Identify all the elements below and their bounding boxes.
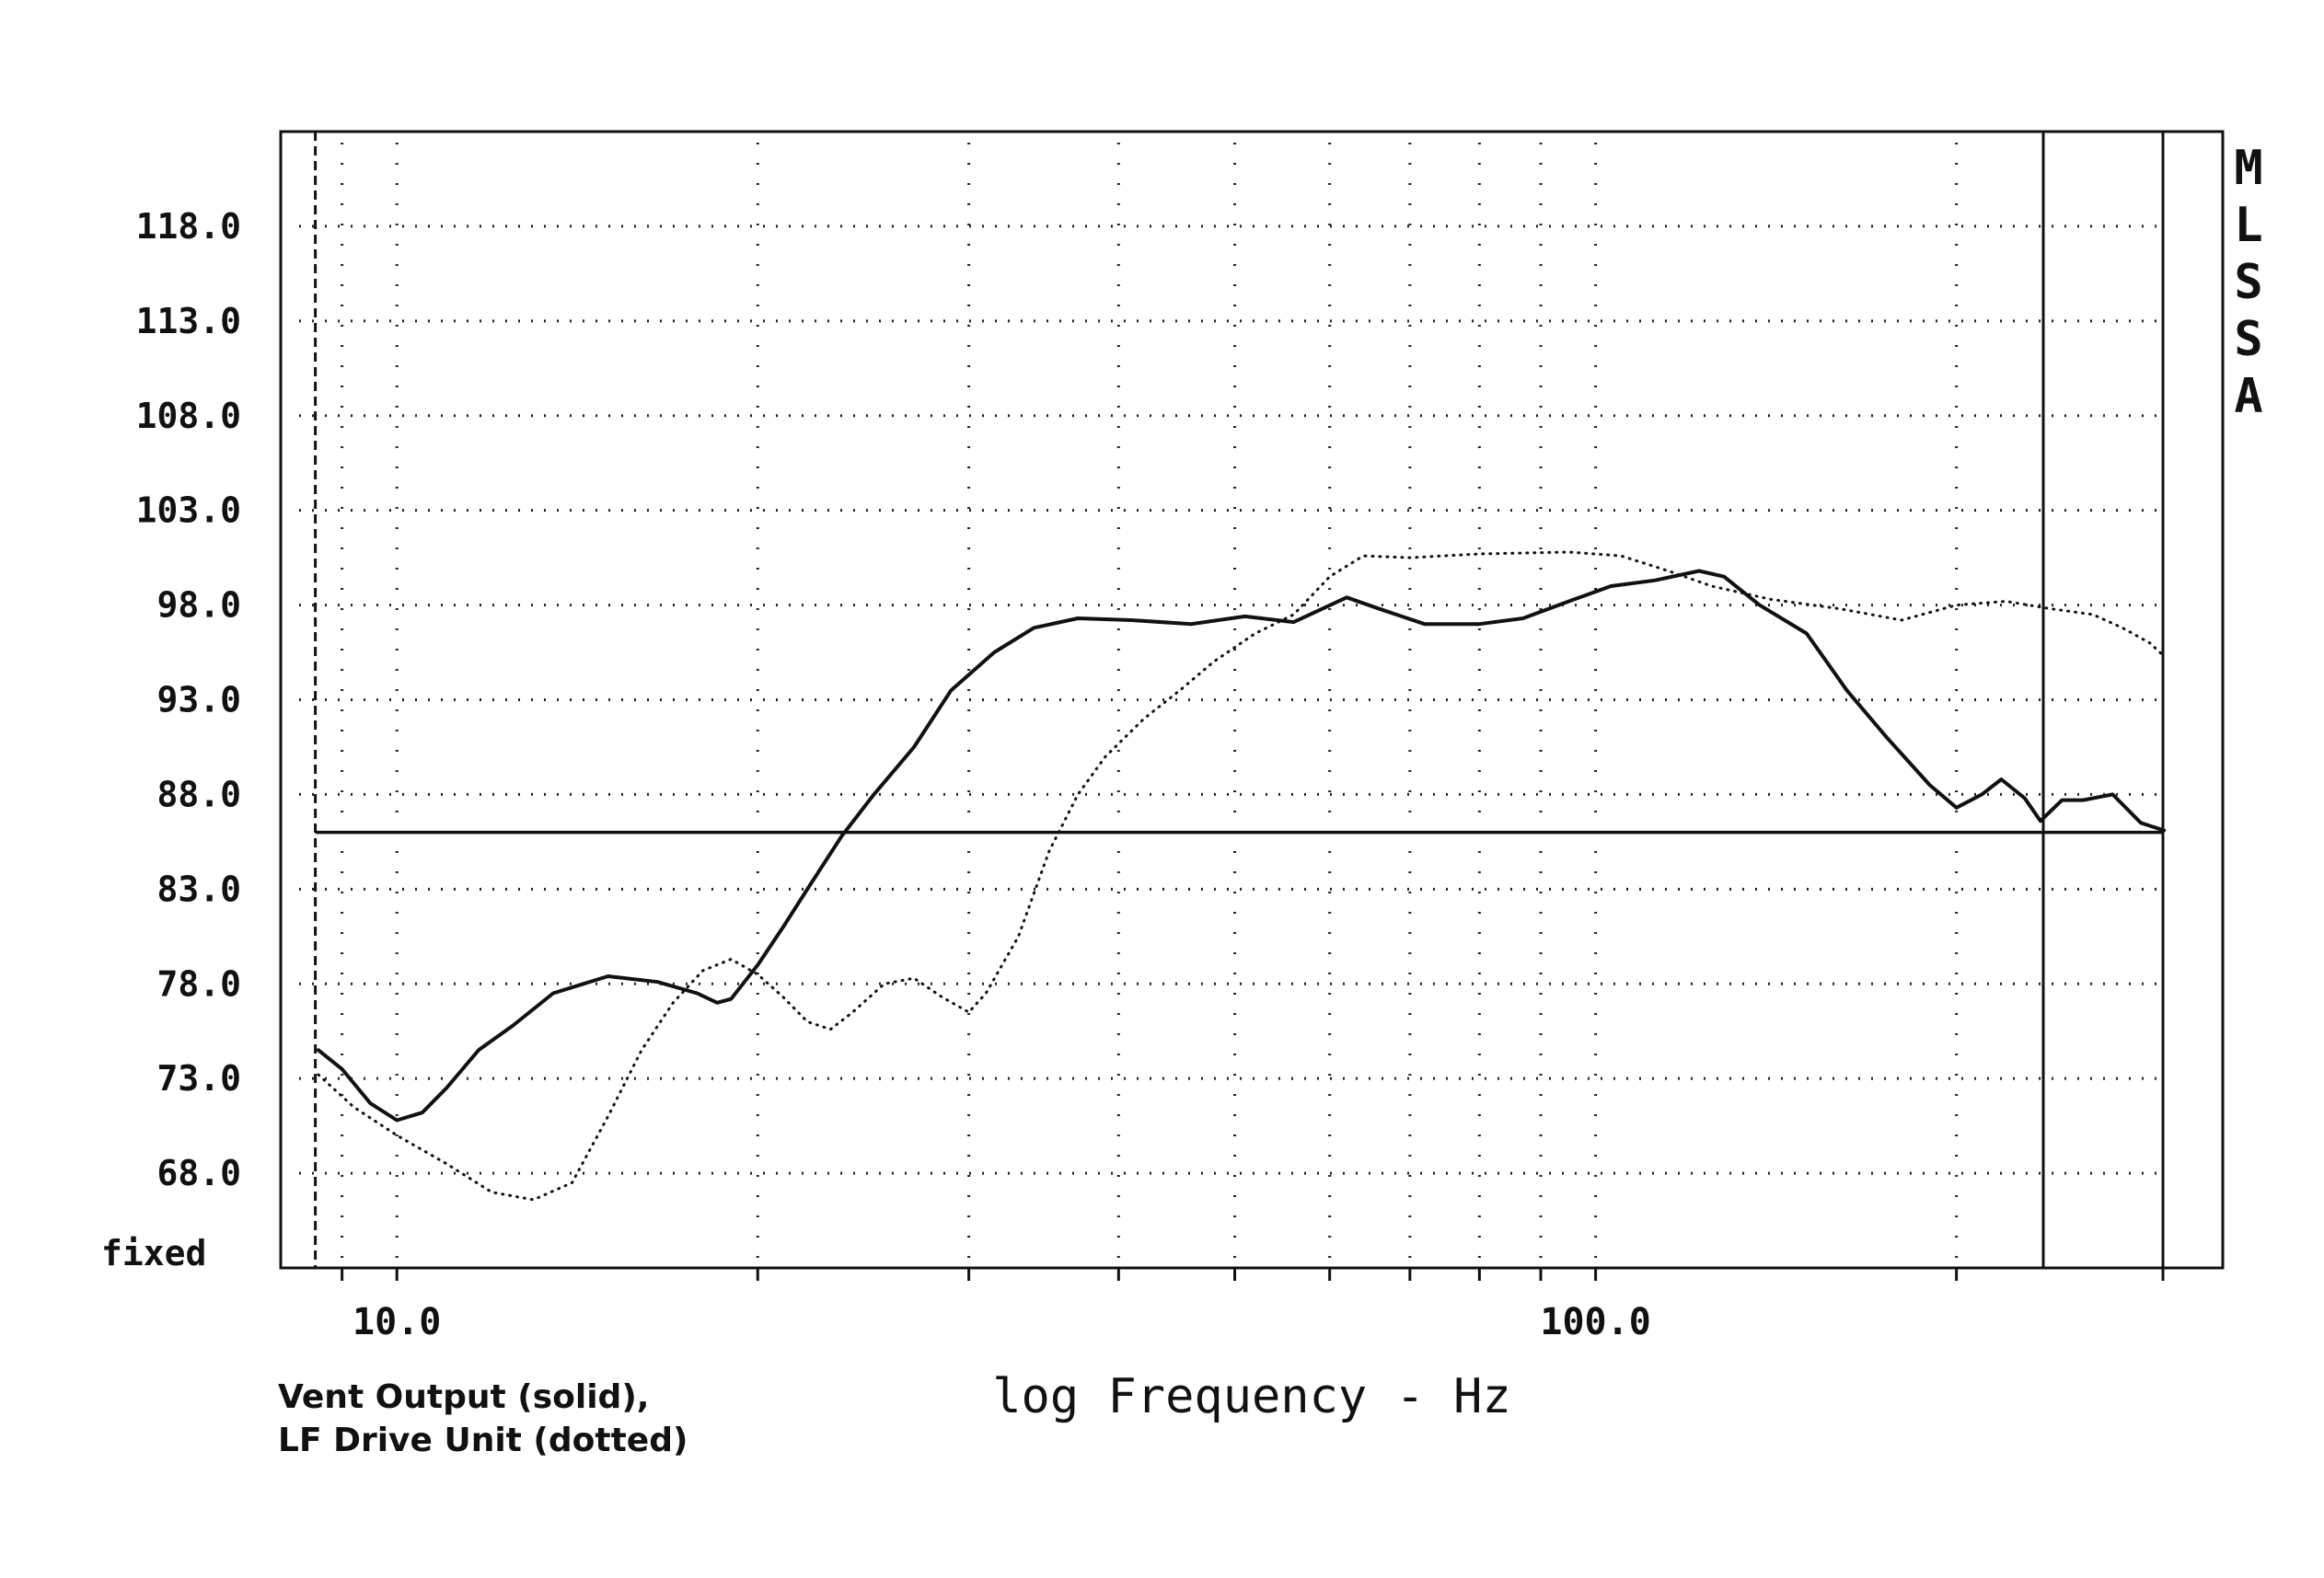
- legend-solid: Vent Output (solid),: [278, 1378, 650, 1416]
- grid-layer: [299, 132, 2165, 1281]
- y-tick-label: 108.0: [136, 396, 241, 436]
- y-scale-label: fixed: [101, 1233, 206, 1273]
- y-tick-label: 103.0: [136, 490, 241, 531]
- side-label-letter: A: [2234, 369, 2262, 424]
- y-tick-label: 68.0: [156, 1153, 241, 1193]
- plot-frame: [279, 130, 2225, 1270]
- series-vent-output: [316, 569, 2167, 1123]
- side-label-letter: S: [2234, 255, 2262, 310]
- series-layer: [315, 550, 2167, 1202]
- y-tick-label: 88.0: [156, 774, 241, 814]
- side-label-letter: S: [2234, 312, 2262, 367]
- series-lf-drive-unit: [317, 550, 2166, 1202]
- x-axis-label: log Frequency - Hz: [992, 1369, 1511, 1424]
- y-tick-label: 78.0: [156, 963, 241, 1004]
- y-tick-label: 113.0: [136, 301, 241, 341]
- y-tick-label: 93.0: [156, 680, 241, 720]
- y-tick-label: 118.0: [136, 206, 241, 247]
- side-label-letter: M: [2234, 141, 2262, 196]
- side-label-letter: L: [2234, 198, 2262, 253]
- legend-dotted: LF Drive Unit (dotted): [278, 1422, 688, 1459]
- y-tick-label: 73.0: [156, 1058, 241, 1099]
- x-tick-label: 10.0: [353, 1301, 441, 1343]
- y-tick-label: 83.0: [156, 869, 241, 909]
- axis-labels: 118.0 113.0 108.0 103.0 98.0 93.0 88.0 83.0 78.0…: [101, 141, 2263, 1424]
- y-tick-label: 98.0: [156, 585, 241, 626]
- x-tick-label: 100.0: [1540, 1301, 1650, 1343]
